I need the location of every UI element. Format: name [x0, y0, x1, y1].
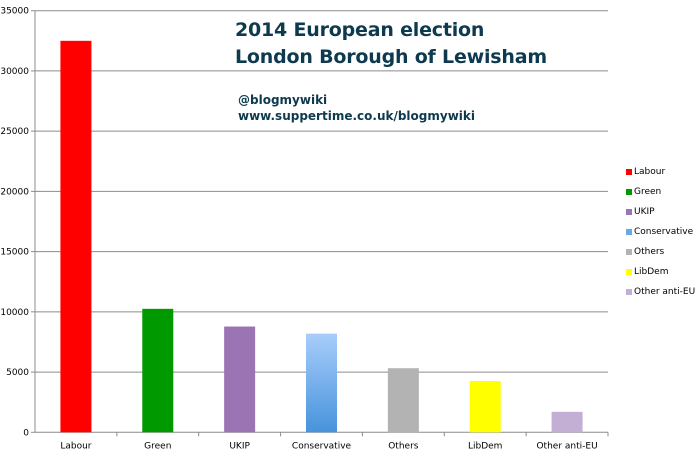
y-tick-label: 0 — [23, 428, 29, 438]
y-tick-label: 5000 — [6, 368, 29, 378]
legend-item: Labour — [626, 162, 695, 182]
legend-item: Other anti-EU — [626, 282, 695, 302]
bar-others — [387, 368, 419, 433]
legend-item: Conservative — [626, 222, 695, 242]
y-tick-label: 20000 — [0, 187, 29, 197]
title-line-2: London Borough of Lewisham — [235, 46, 547, 68]
bar-libdem — [469, 380, 501, 433]
website-url: www.suppertime.co.uk/blogmywiki — [238, 109, 475, 123]
twitter-handle: @blogmywiki — [238, 93, 328, 107]
y-tick-label: 25000 — [0, 127, 29, 137]
y-tick-label: 15000 — [0, 248, 29, 258]
bar-conservative — [306, 333, 337, 433]
legend-swatch — [626, 289, 632, 295]
x-tick-label: Others — [388, 441, 419, 451]
title-line-1: 2014 European election — [235, 19, 485, 41]
legend-label: Labour — [634, 167, 666, 177]
legend-label: LibDem — [634, 267, 669, 277]
legend-swatch — [626, 169, 632, 175]
bar-labour — [60, 40, 92, 433]
x-tick-label: LibDem — [468, 441, 502, 451]
legend-label: Others — [634, 247, 665, 257]
legend-label: UKIP — [634, 207, 655, 217]
x-tick-label: UKIP — [229, 441, 250, 451]
x-tick-label: Green — [144, 441, 171, 451]
legend-swatch — [626, 249, 632, 255]
y-tick-label: 10000 — [0, 308, 29, 318]
chart-title: 2014 European election London Borough of… — [235, 17, 547, 71]
legend-label: Conservative — [634, 227, 694, 237]
legend-item: Others — [626, 242, 695, 262]
legend-item: LibDem — [626, 262, 695, 282]
legend-item: UKIP — [626, 202, 695, 222]
x-tick-label: Conservative — [292, 441, 352, 451]
bar-other-anti-eu — [551, 411, 583, 433]
legend: Labour Green UKIP Conservative Others LibDem O… — [626, 162, 695, 302]
legend-label: Other anti-EU — [634, 287, 696, 297]
annotation: @blogmywiki www.suppertime.co.uk/blogmyw… — [238, 92, 475, 124]
y-tick-label: 30000 — [0, 67, 29, 77]
legend-item: Green — [626, 182, 695, 202]
legend-label: Green — [634, 187, 662, 197]
bar-green — [142, 308, 174, 433]
legend-swatch — [626, 209, 632, 215]
x-tick-label: Labour — [60, 441, 91, 451]
x-tick-label: Other anti-EU — [536, 441, 597, 451]
legend-swatch — [626, 189, 632, 195]
legend-swatch — [626, 269, 632, 275]
y-tick-label: 35000 — [0, 7, 29, 17]
bar-ukip — [224, 326, 256, 433]
legend-swatch — [626, 229, 632, 235]
